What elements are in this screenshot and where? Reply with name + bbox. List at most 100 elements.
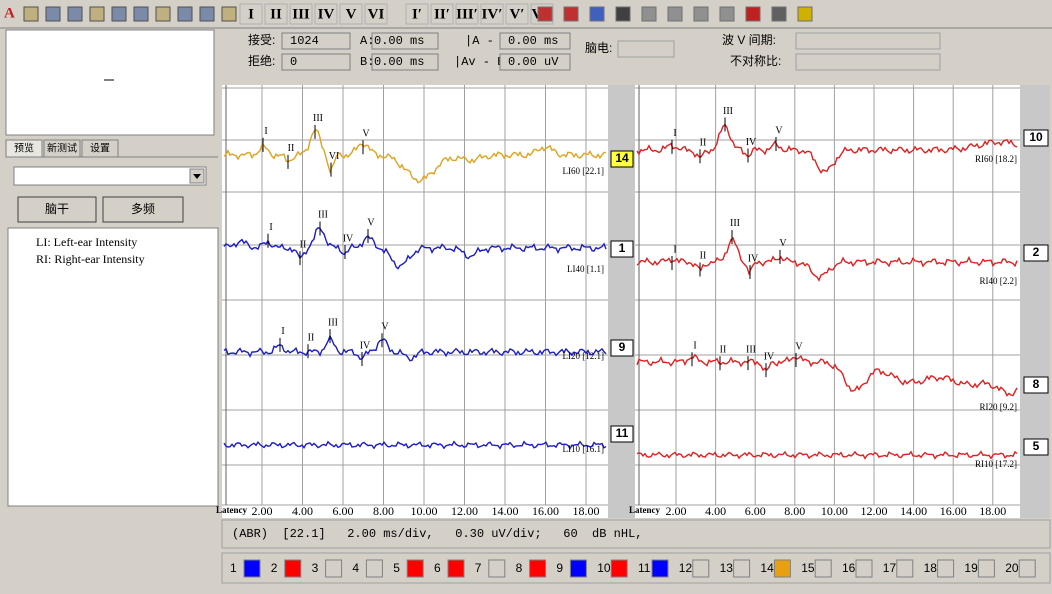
channel-swatch[interactable]	[569, 559, 587, 578]
peak-label: V	[381, 322, 389, 333]
channel-label: 12	[679, 561, 693, 575]
peak-label: IV	[748, 253, 759, 264]
channel-swatch[interactable]	[488, 559, 506, 578]
trace-tag[interactable]	[610, 150, 634, 168]
channel-swatch[interactable]	[284, 559, 302, 578]
tool-icon[interactable]	[67, 6, 83, 22]
channel-swatch[interactable]	[651, 559, 669, 578]
channel-label: 5	[393, 561, 400, 575]
tool-icon[interactable]	[537, 6, 553, 22]
peak-label: III	[730, 218, 740, 229]
channel-swatch[interactable]	[529, 559, 547, 578]
tool-icon[interactable]	[589, 6, 605, 22]
trace-tag[interactable]	[1023, 376, 1049, 394]
channel-swatch[interactable]	[733, 559, 751, 578]
x-tick-label: 14.00	[492, 504, 519, 518]
dropdown[interactable]	[13, 166, 207, 186]
label: 波 V 间期:	[722, 33, 776, 47]
numeral-button[interactable]	[405, 3, 429, 25]
tool-icon[interactable]	[563, 6, 579, 22]
trace-tag[interactable]	[610, 425, 634, 443]
field	[371, 53, 439, 71]
tool-icon[interactable]	[719, 6, 735, 22]
numeral-button[interactable]	[239, 3, 263, 25]
trace-tag[interactable]	[610, 240, 634, 258]
channel-swatch[interactable]	[447, 559, 465, 578]
numeral-button[interactable]	[314, 3, 338, 25]
channel-swatch[interactable]	[610, 559, 628, 578]
field	[281, 53, 351, 71]
tool-icon[interactable]	[89, 6, 105, 22]
x-tick-label: 10.00	[411, 504, 438, 518]
tool-icon[interactable]	[45, 6, 61, 22]
tool-icon[interactable]	[23, 6, 39, 22]
channel-swatch[interactable]	[325, 559, 343, 578]
numeral-button[interactable]	[430, 3, 454, 25]
numeral-button[interactable]	[339, 3, 363, 25]
tool-icon[interactable]	[693, 6, 709, 22]
channel-swatch[interactable]	[365, 559, 383, 578]
legend-text: RI: Right-ear Intensity	[36, 252, 145, 266]
tool-icon[interactable]	[133, 6, 149, 22]
tool-icon[interactable]	[177, 6, 193, 22]
axis-label: Latency	[216, 505, 247, 515]
numeral-label: IV	[318, 6, 335, 22]
button-multifreq[interactable]	[102, 196, 184, 223]
button-brainstem[interactable]	[17, 196, 97, 223]
channel-swatch[interactable]	[243, 559, 261, 578]
channel-label: 4	[352, 561, 359, 575]
channel-swatch[interactable]	[1018, 559, 1036, 578]
tool-icon[interactable]	[667, 6, 683, 22]
channel-label: 19	[964, 561, 978, 575]
tool-icon[interactable]	[199, 6, 215, 22]
channel-swatch[interactable]	[937, 559, 955, 578]
channel-swatch[interactable]	[692, 559, 710, 578]
tool-icon[interactable]	[615, 6, 631, 22]
channel-swatch[interactable]	[896, 559, 914, 578]
numeral-button[interactable]	[289, 3, 313, 25]
channel-swatch[interactable]	[977, 559, 995, 578]
numeral-button[interactable]	[505, 3, 529, 25]
trace-tag-label: 11	[616, 426, 629, 440]
tool-icon[interactable]	[745, 6, 761, 22]
status-text: (ABR) [22.1] 2.00 ms/div, 0.30 uV/div; 6…	[232, 527, 642, 541]
plots: 2.00 4.00 6.00 8.00 10.00 12.00 14.00 16.00 18.0…	[216, 85, 1049, 518]
trace-tag-label: 10	[1029, 130, 1043, 144]
peak-label: I	[673, 128, 676, 139]
trace-tag[interactable]	[610, 339, 634, 357]
numeral-button[interactable]	[264, 3, 288, 25]
tool-icon[interactable]	[771, 6, 787, 22]
trace-label: RI10 [17.2]	[975, 459, 1017, 469]
tool-icon[interactable]	[155, 6, 171, 22]
tab-label: 预览	[14, 142, 34, 155]
numeral-label: IV′	[482, 6, 503, 22]
peak-label: I	[269, 222, 272, 233]
tool-icon[interactable]	[797, 6, 813, 22]
x-tick-label: 12.00	[861, 504, 888, 518]
numeral-button[interactable]	[455, 3, 479, 25]
value: 0.00 ms	[374, 34, 424, 48]
field	[499, 53, 571, 71]
label: A:	[360, 34, 374, 48]
channel-label: 6	[434, 561, 441, 575]
channel-swatch[interactable]	[773, 559, 791, 578]
numeral-label: I	[248, 6, 254, 22]
channel-swatch[interactable]	[855, 559, 873, 578]
trace-tag[interactable]	[1023, 244, 1049, 262]
field	[795, 32, 941, 50]
trace-tag[interactable]	[1023, 129, 1049, 147]
tab-label: 新测试	[47, 142, 77, 155]
peak-label: II	[720, 345, 727, 356]
channel-swatch[interactable]	[406, 559, 424, 578]
channel-swatch[interactable]	[814, 559, 832, 578]
trace-tag[interactable]	[1023, 438, 1049, 456]
tool-icon[interactable]	[111, 6, 127, 22]
field	[499, 32, 571, 50]
label: |Av - B	[454, 55, 504, 69]
peak-label: IV	[343, 233, 354, 244]
numeral-button[interactable]	[480, 3, 504, 25]
tool-icon[interactable]	[641, 6, 657, 22]
numeral-button[interactable]	[364, 3, 388, 25]
tool-icon[interactable]	[221, 6, 237, 22]
